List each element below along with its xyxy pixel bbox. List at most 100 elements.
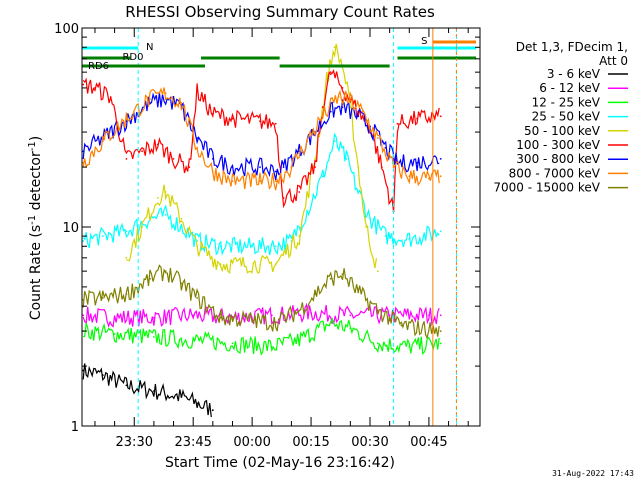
data-point: [274, 122, 277, 125]
data-point: [188, 166, 191, 169]
data-point: [94, 87, 96, 89]
data-point: [211, 409, 214, 412]
flag-label-rd0: RD0: [122, 52, 143, 63]
data-point: [439, 158, 442, 160]
x-tick-label: 23:45: [174, 435, 211, 450]
data-point: [251, 319, 254, 322]
data-point: [211, 170, 214, 173]
data-point: [314, 166, 316, 169]
data-point: [345, 158, 348, 160]
flag-label-rd6: RD6: [88, 61, 109, 72]
data-point: [341, 273, 344, 275]
data-point: [376, 137, 379, 139]
data-point: [82, 369, 85, 372]
data-point: [439, 342, 442, 345]
data-point: [196, 402, 199, 405]
data-point: [376, 309, 379, 312]
data-point: [125, 117, 128, 120]
legend-label: 800 - 7000 keV: [509, 166, 601, 180]
data-point: [376, 342, 379, 345]
data-point: [270, 345, 273, 348]
data-point: [274, 170, 277, 173]
tick-layer: 1 10 100 23:30 23:45 00:00 00:15 00:30 00:45: [54, 22, 480, 450]
legend-label: 6 - 12 keV: [539, 81, 601, 95]
data-point: [196, 297, 199, 299]
data-point: [153, 390, 155, 392]
y-tick-label: 100: [54, 22, 79, 37]
data-point: [428, 177, 430, 180]
data-point: [82, 299, 85, 301]
x-tick-label: 23:30: [116, 435, 153, 450]
data-point: [439, 330, 442, 332]
data-point: [251, 245, 254, 248]
data-point: [329, 110, 332, 113]
data-point: [125, 293, 128, 295]
y-tick-label: 10: [62, 221, 79, 236]
data-point: [341, 87, 344, 89]
data-point: [341, 106, 344, 109]
data-point: [357, 166, 360, 169]
data-point: [416, 117, 418, 120]
data-point: [310, 312, 312, 314]
data-point: [282, 166, 285, 169]
data-point: [211, 113, 214, 115]
x-axis-label: Start Time (02-May-16 23:16:42): [165, 455, 395, 471]
data-point: [164, 92, 167, 95]
legend-label: 25 - 50 keV: [532, 110, 601, 124]
data-point: [156, 143, 159, 146]
data-point: [82, 240, 85, 242]
legend-label: 300 - 800 keV: [516, 152, 600, 166]
data-point: [361, 110, 363, 113]
data-point: [357, 191, 360, 193]
data-point: [388, 314, 391, 317]
data-point: [321, 175, 324, 178]
data-point: [231, 180, 234, 183]
legend-label: 7000 - 15000 keV: [493, 181, 600, 195]
data-point: [439, 230, 442, 233]
data-point: [314, 293, 316, 295]
x-tick-label: 00:15: [292, 435, 329, 450]
data-point: [141, 226, 144, 228]
series-trace: [126, 43, 377, 275]
data-point: [101, 140, 104, 143]
data-point: [153, 316, 155, 319]
series-2: [82, 302, 442, 328]
data-point: [231, 117, 234, 120]
data-point: [141, 150, 144, 153]
data-point: [149, 102, 151, 104]
data-point: [439, 115, 442, 118]
data-point: [384, 146, 387, 149]
data-point: [416, 162, 418, 164]
data-point: [82, 314, 85, 317]
data-point: [369, 217, 371, 220]
series-layer: [82, 43, 442, 418]
data-point: [321, 115, 324, 118]
data-point: [396, 122, 399, 125]
data-point: [149, 98, 151, 100]
series-trace: [82, 302, 440, 328]
series-trace: [82, 68, 440, 213]
series-8: [82, 87, 442, 191]
data-point: [231, 166, 234, 169]
data-point: [82, 83, 85, 86]
data-point: [259, 180, 261, 183]
data-point: [192, 314, 195, 317]
data-point: [306, 140, 308, 143]
data-point: [333, 46, 336, 49]
data-point: [314, 158, 316, 160]
data-point: [392, 166, 395, 169]
data-point: [125, 158, 128, 160]
data-point: [298, 191, 301, 193]
data-point: [274, 321, 277, 324]
data-point: [274, 263, 277, 266]
data-point: [180, 226, 183, 228]
legend-label: 3 - 6 keV: [547, 67, 601, 81]
series-trace: [82, 317, 440, 356]
data-point: [219, 263, 222, 266]
data-point: [365, 226, 367, 228]
y-axis-label: Count Rate (s-1 detector-1): [27, 136, 44, 320]
data-point: [259, 166, 261, 169]
data-point: [329, 321, 332, 324]
